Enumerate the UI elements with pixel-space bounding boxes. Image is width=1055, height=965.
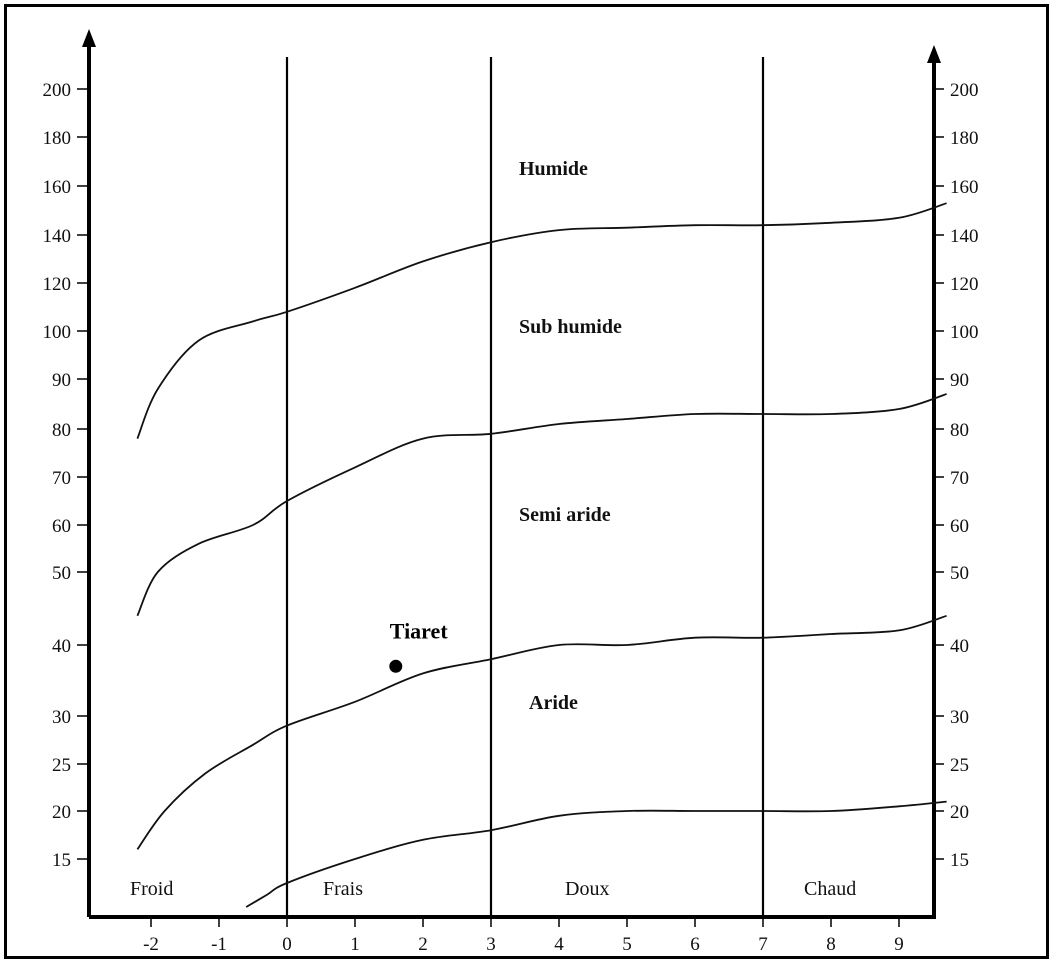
right-y-tick-label-160: 160 (950, 177, 979, 198)
x-tick-label-5: 5 (622, 934, 632, 955)
right-y-tick-label-30: 30 (950, 707, 969, 728)
left-y-tick-label-140: 140 (43, 226, 72, 247)
station-label-1: Tiaret (390, 618, 449, 643)
right-y-tick-label-120: 120 (950, 274, 979, 295)
x-tick-label-0: 0 (282, 934, 292, 955)
y-axis-ticks: 15 15 20 20 25 25 30 30 40 40 50 50 60 60 70 70 80 80 90 90… (43, 80, 979, 871)
boundary-curve-4 (245, 800, 947, 908)
station-point-1 (389, 659, 403, 673)
left-y-tick-label-120: 120 (43, 274, 72, 295)
x-tick-label-2: 2 (418, 934, 428, 955)
left-y-tick-label-160: 160 (43, 177, 72, 198)
left-y-tick-label-70: 70 (52, 468, 71, 489)
zone-label-froid: Froid (130, 878, 173, 900)
right-y-tick-label-200: 200 (950, 80, 979, 101)
right-y-tick-label-90: 90 (950, 370, 969, 391)
x-axis-ticks: -2 -1 0 1 2 3 4 5 6 7 8 9 (143, 917, 904, 955)
x-tick-label--2: -2 (143, 934, 159, 955)
zone-label-frais: Frais (323, 878, 363, 900)
stage-label-semi-aride: Semi aride (519, 504, 611, 526)
right-y-tick-label-60: 60 (950, 516, 969, 537)
boundary-curve-2 (136, 393, 947, 617)
left-y-tick-label-15: 15 (52, 850, 71, 871)
left-y-tick-label-200: 200 (43, 80, 72, 101)
right-y-tick-label-20: 20 (950, 802, 969, 823)
climate-boundary-curves (136, 202, 947, 908)
chart-frame: 15 15 20 20 25 25 30 30 40 40 50 50 60 60 70 70 80 80 90 90… (4, 4, 1049, 959)
boundary-curve-3 (136, 614, 947, 850)
left-y-tick-label-60: 60 (52, 516, 71, 537)
stage-label-sub-humide: Sub humide (519, 316, 622, 338)
right-y-axis-arrow-icon (927, 45, 941, 63)
left-y-tick-label-30: 30 (52, 707, 71, 728)
x-tick-label--1: -1 (211, 934, 227, 955)
right-y-tick-label-25: 25 (950, 755, 969, 776)
left-y-tick-label-25: 25 (52, 755, 71, 776)
stage-label-aride: Aride (529, 692, 578, 714)
left-y-tick-label-20: 20 (52, 802, 71, 823)
zone-label-chaud: Chaud (804, 878, 856, 900)
right-y-tick-label-80: 80 (950, 420, 969, 441)
axes (82, 29, 941, 919)
right-y-tick-label-100: 100 (950, 322, 979, 343)
right-y-tick-label-50: 50 (950, 563, 969, 584)
x-tick-label-8: 8 (826, 934, 836, 955)
left-y-axis-arrow-icon (82, 29, 96, 47)
left-y-tick-label-50: 50 (52, 563, 71, 584)
x-tick-label-4: 4 (554, 934, 564, 955)
right-y-tick-label-180: 180 (950, 128, 979, 149)
left-y-tick-label-90: 90 (52, 370, 71, 391)
left-y-tick-label-80: 80 (52, 420, 71, 441)
right-y-tick-label-15: 15 (950, 850, 969, 871)
right-y-tick-label-140: 140 (950, 226, 979, 247)
x-tick-label-3: 3 (486, 934, 496, 955)
x-tick-label-7: 7 (758, 934, 768, 955)
stations: Tiaret (389, 618, 448, 673)
x-tick-label-6: 6 (690, 934, 700, 955)
left-y-tick-label-180: 180 (43, 128, 72, 149)
right-y-tick-label-70: 70 (950, 468, 969, 489)
boundary-curve-1 (136, 202, 947, 439)
x-tick-label-9: 9 (894, 934, 904, 955)
chart-labels: Froid Frais Doux Chaud Humide Sub humide… (130, 158, 856, 900)
zone-label-doux: Doux (565, 878, 609, 900)
stage-label-humide: Humide (519, 158, 588, 180)
left-y-tick-label-100: 100 (43, 322, 72, 343)
right-y-tick-label-40: 40 (950, 636, 969, 657)
zone-boundary-lines (285, 57, 765, 917)
left-y-tick-label-40: 40 (52, 636, 71, 657)
x-tick-label-1: 1 (350, 934, 360, 955)
